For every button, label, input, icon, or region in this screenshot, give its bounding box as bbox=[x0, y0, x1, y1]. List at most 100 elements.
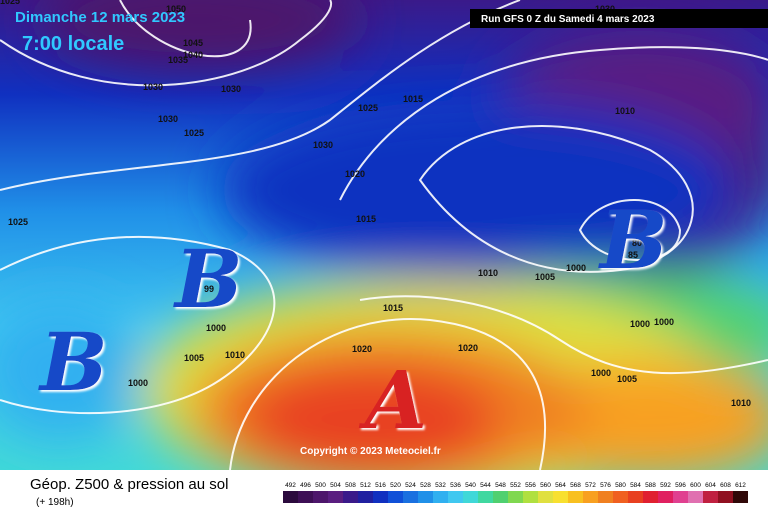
scale-swatch bbox=[313, 491, 328, 503]
scale-swatch bbox=[628, 491, 643, 503]
run-box bbox=[470, 9, 768, 28]
scale-swatch bbox=[733, 491, 748, 503]
scale-swatch bbox=[403, 491, 418, 503]
isobar-label: 1025 bbox=[8, 217, 28, 227]
scale-swatch bbox=[418, 491, 433, 503]
forecast-date: Dimanche 12 mars 2023 bbox=[15, 9, 185, 26]
scale-label: 492 bbox=[285, 482, 296, 489]
isobar-label: 1000 bbox=[591, 368, 611, 378]
scale-swatch bbox=[658, 491, 673, 503]
scale-swatch bbox=[433, 491, 448, 503]
scale-label: 532 bbox=[435, 482, 446, 489]
scale-label: 536 bbox=[450, 482, 461, 489]
scale-swatch bbox=[553, 491, 568, 503]
scale-swatch bbox=[718, 491, 733, 503]
isobar-label: 1000 bbox=[566, 263, 586, 273]
isobar-label: 80 bbox=[632, 238, 642, 248]
isobar-label: 1045 bbox=[183, 38, 203, 48]
scale-label: 508 bbox=[345, 482, 356, 489]
isobar-label: 1010 bbox=[225, 350, 245, 360]
isobar-label: 1040 bbox=[183, 50, 203, 60]
scale-label: 520 bbox=[390, 482, 401, 489]
isobar-label: 1020 bbox=[352, 344, 372, 354]
scale-label: 548 bbox=[495, 482, 506, 489]
isobar-label: 85 bbox=[628, 250, 638, 260]
pressure-center: B bbox=[173, 232, 243, 326]
isobar-label: 1000 bbox=[206, 323, 226, 333]
scale-label: 588 bbox=[645, 482, 656, 489]
scale-label: 564 bbox=[555, 482, 566, 489]
scale-label: 600 bbox=[690, 482, 701, 489]
scale-swatch bbox=[703, 491, 718, 503]
scale-swatch bbox=[298, 491, 313, 503]
isobar-label: 1030 bbox=[221, 84, 241, 94]
scale-swatch bbox=[538, 491, 553, 503]
scale-label: 504 bbox=[330, 482, 341, 489]
scale-swatch bbox=[583, 491, 598, 503]
isobar-label: 1000 bbox=[654, 317, 674, 327]
scale-label: 524 bbox=[405, 482, 416, 489]
scale-label: 568 bbox=[570, 482, 581, 489]
scale-swatch bbox=[463, 491, 478, 503]
isobar-label: 1030 bbox=[313, 140, 333, 150]
scale-label: 596 bbox=[675, 482, 686, 489]
isobar-label: 1025 bbox=[184, 128, 204, 138]
scale-label: 556 bbox=[525, 482, 536, 489]
isobar-label: 1035 bbox=[168, 55, 188, 65]
scale-label: 572 bbox=[585, 482, 596, 489]
isobar-label: 1015 bbox=[403, 94, 423, 104]
scale-swatch bbox=[643, 491, 658, 503]
isobar-label: 1015 bbox=[383, 303, 403, 313]
isobar-label: 1000 bbox=[128, 378, 148, 388]
scale-label: 500 bbox=[315, 482, 326, 489]
isobar-label: 1015 bbox=[356, 214, 376, 224]
isobar-label: 1030 bbox=[158, 114, 178, 124]
scale-swatch bbox=[358, 491, 373, 503]
isobar-label: 1005 bbox=[617, 374, 637, 384]
scale-label: 512 bbox=[360, 482, 371, 489]
scale-label: 528 bbox=[420, 482, 431, 489]
isobar-label: 1000 bbox=[630, 319, 650, 329]
isobar-lines bbox=[0, 0, 768, 470]
pressure-center: A bbox=[358, 353, 427, 447]
scale-swatch bbox=[388, 491, 403, 503]
scale-swatch bbox=[328, 491, 343, 503]
scale-swatch bbox=[523, 491, 538, 503]
scale-label: 496 bbox=[300, 482, 311, 489]
scale-label: 540 bbox=[465, 482, 476, 489]
legend-lead: (+ 198h) bbox=[36, 497, 74, 508]
legend-title: Géop. Z500 & pression au sol bbox=[30, 476, 228, 493]
color-scale: 492 496 500 504 508 512 516 520 524 528 532 536 540 5… bbox=[283, 482, 748, 503]
isobar-label: 1025 bbox=[0, 0, 20, 6]
pressure-center: B bbox=[38, 315, 108, 409]
scale-label: 552 bbox=[510, 482, 521, 489]
isobar-label: 1010 bbox=[478, 268, 498, 278]
forecast-time: 7:00 locale bbox=[22, 33, 124, 55]
scale-swatch bbox=[343, 491, 358, 503]
pressure-center: B bbox=[598, 193, 668, 287]
scale-label: 576 bbox=[600, 482, 611, 489]
isobar-label: 1010 bbox=[731, 398, 751, 408]
scale-swatch bbox=[508, 491, 523, 503]
scale-label: 544 bbox=[480, 482, 491, 489]
isobar-label: 99 bbox=[204, 284, 214, 294]
isobar-label: 1010 bbox=[615, 106, 635, 116]
scale-swatch bbox=[373, 491, 388, 503]
scale-swatch bbox=[478, 491, 493, 503]
scale-label: 580 bbox=[615, 482, 626, 489]
scale-label: 584 bbox=[630, 482, 641, 489]
scale-label: 516 bbox=[375, 482, 386, 489]
scale-label: 612 bbox=[735, 482, 746, 489]
scale-label: 604 bbox=[705, 482, 716, 489]
isobar-label: 1005 bbox=[184, 353, 204, 363]
isobar-label: 1020 bbox=[458, 343, 478, 353]
isobar-label: 1005 bbox=[535, 272, 555, 282]
copyright: Copyright © 2023 Meteociel.fr bbox=[300, 446, 441, 457]
scale-swatch bbox=[493, 491, 508, 503]
scale-label: 560 bbox=[540, 482, 551, 489]
scale-label: 608 bbox=[720, 482, 731, 489]
run-info: Run GFS 0 Z du Samedi 4 mars 2023 bbox=[481, 14, 655, 25]
